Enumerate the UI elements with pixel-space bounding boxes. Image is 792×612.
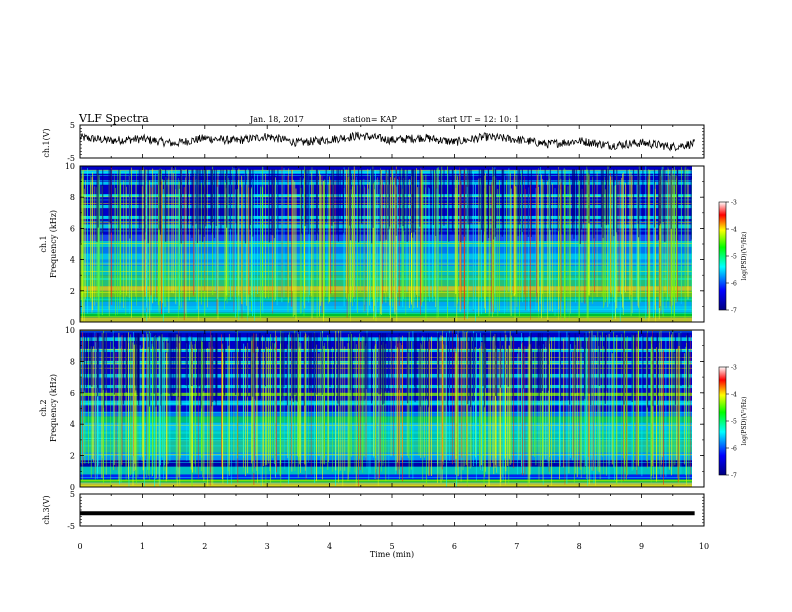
colorbar-tick-label: -5 <box>731 419 737 426</box>
ch1-colorbar-gradient <box>718 201 727 311</box>
y-tick-label: -5 <box>67 154 75 163</box>
ch1-waveform-ylabel: ch.1(V) <box>42 128 51 157</box>
x-tick-label: 8 <box>577 542 582 551</box>
x-tick-label: 7 <box>514 542 519 551</box>
ch1-spectrogram-ylabel-line1: ch.1 <box>39 235 48 252</box>
colorbar-tick-label: -3 <box>731 365 737 372</box>
x-tick-label: 6 <box>452 542 457 551</box>
y-tick-label: 6 <box>70 224 75 233</box>
x-tick-label: 10 <box>699 542 709 551</box>
x-tick-label: 0 <box>77 542 82 551</box>
ch2-colorbar-gradient <box>718 366 727 476</box>
ch2-spectrogram <box>80 330 692 487</box>
date-label: Jan. 18, 2017 <box>249 115 304 124</box>
x-tick-label: 9 <box>639 542 644 551</box>
frequency-band <box>80 290 692 298</box>
y-tick-label: 4 <box>70 420 75 429</box>
frequency-band <box>80 460 692 467</box>
ch1-colorbar-label: log(PSD)(V²/Hz) <box>741 232 748 281</box>
y-tick-label: 8 <box>70 357 75 366</box>
colorbar-ticks: -3 -4 -5 -6 -7 -3 -4 -5 -6 -7 <box>726 200 737 480</box>
y-tick-label: 2 <box>70 452 75 461</box>
x-tick-label: 4 <box>327 542 332 551</box>
ch2-colorbar-label: log(PSD)(V²/Hz) <box>741 397 748 446</box>
figure-title: VLF Spectra <box>78 112 149 125</box>
x-tick-label: 1 <box>140 542 145 551</box>
frequency-band <box>80 240 692 248</box>
frequency-band <box>80 301 692 307</box>
x-tick-label: 2 <box>202 542 207 551</box>
ch1-spectrogram <box>80 166 692 322</box>
start-time-label: start UT = 12: 10: 1 <box>438 115 519 124</box>
y-tick-label: 4 <box>70 256 75 265</box>
y-tick-label: 5 <box>70 490 75 499</box>
ch1-spectrogram-ylabel-line2: Frequency (kHz) <box>49 210 58 278</box>
frequency-band <box>80 259 692 266</box>
frequency-band <box>80 312 692 318</box>
colorbar-tick-label: -6 <box>731 281 737 288</box>
colorbar-tick-label: -7 <box>731 308 737 315</box>
ch1-waveform-line <box>79 131 696 152</box>
ch2-spectrogram-ylabel-line1: ch.2 <box>39 399 48 416</box>
frequency-band <box>80 247 692 254</box>
panel-frame-4 <box>79 493 705 527</box>
frequency-band <box>80 482 692 487</box>
y-tick-label: 5 <box>70 121 75 130</box>
colorbar-tick-label: -5 <box>731 254 737 261</box>
colorbar-tick-label: -6 <box>731 446 737 453</box>
frequency-band <box>80 466 692 475</box>
station-label: station= KAP <box>343 115 398 124</box>
frequency-band <box>80 474 692 480</box>
y-tick-label: 10 <box>65 162 75 171</box>
frequency-band <box>80 286 692 291</box>
colorbar-tick-label: -3 <box>731 200 737 207</box>
colorbar-tick-label: -4 <box>731 227 737 234</box>
y-tick-label: 8 <box>70 193 75 202</box>
x-tick-label: 3 <box>265 542 270 551</box>
frequency-band <box>80 275 692 287</box>
ch3-waveform-ylabel: ch.3(V) <box>42 495 51 524</box>
x-tick-label: 5 <box>389 542 394 551</box>
y-tick-label: 10 <box>65 326 75 335</box>
y-tick-label: 0 <box>70 318 75 327</box>
colorbar-tick-label: -4 <box>731 392 737 399</box>
x-axis-label: Time (min) <box>370 550 414 559</box>
y-tick-label: 6 <box>70 389 75 398</box>
frequency-band <box>80 265 692 276</box>
y-tick-label: -5 <box>67 522 75 531</box>
frequency-band <box>80 253 692 260</box>
frequency-band <box>80 317 692 322</box>
ch1-waveform-plot <box>79 131 696 152</box>
colorbar-tick-label: -7 <box>731 473 737 480</box>
y-tick-label: 0 <box>70 483 75 492</box>
ch2-spectrogram-ylabel-line2: Frequency (kHz) <box>49 374 58 442</box>
y-tick-label: 2 <box>70 287 75 296</box>
